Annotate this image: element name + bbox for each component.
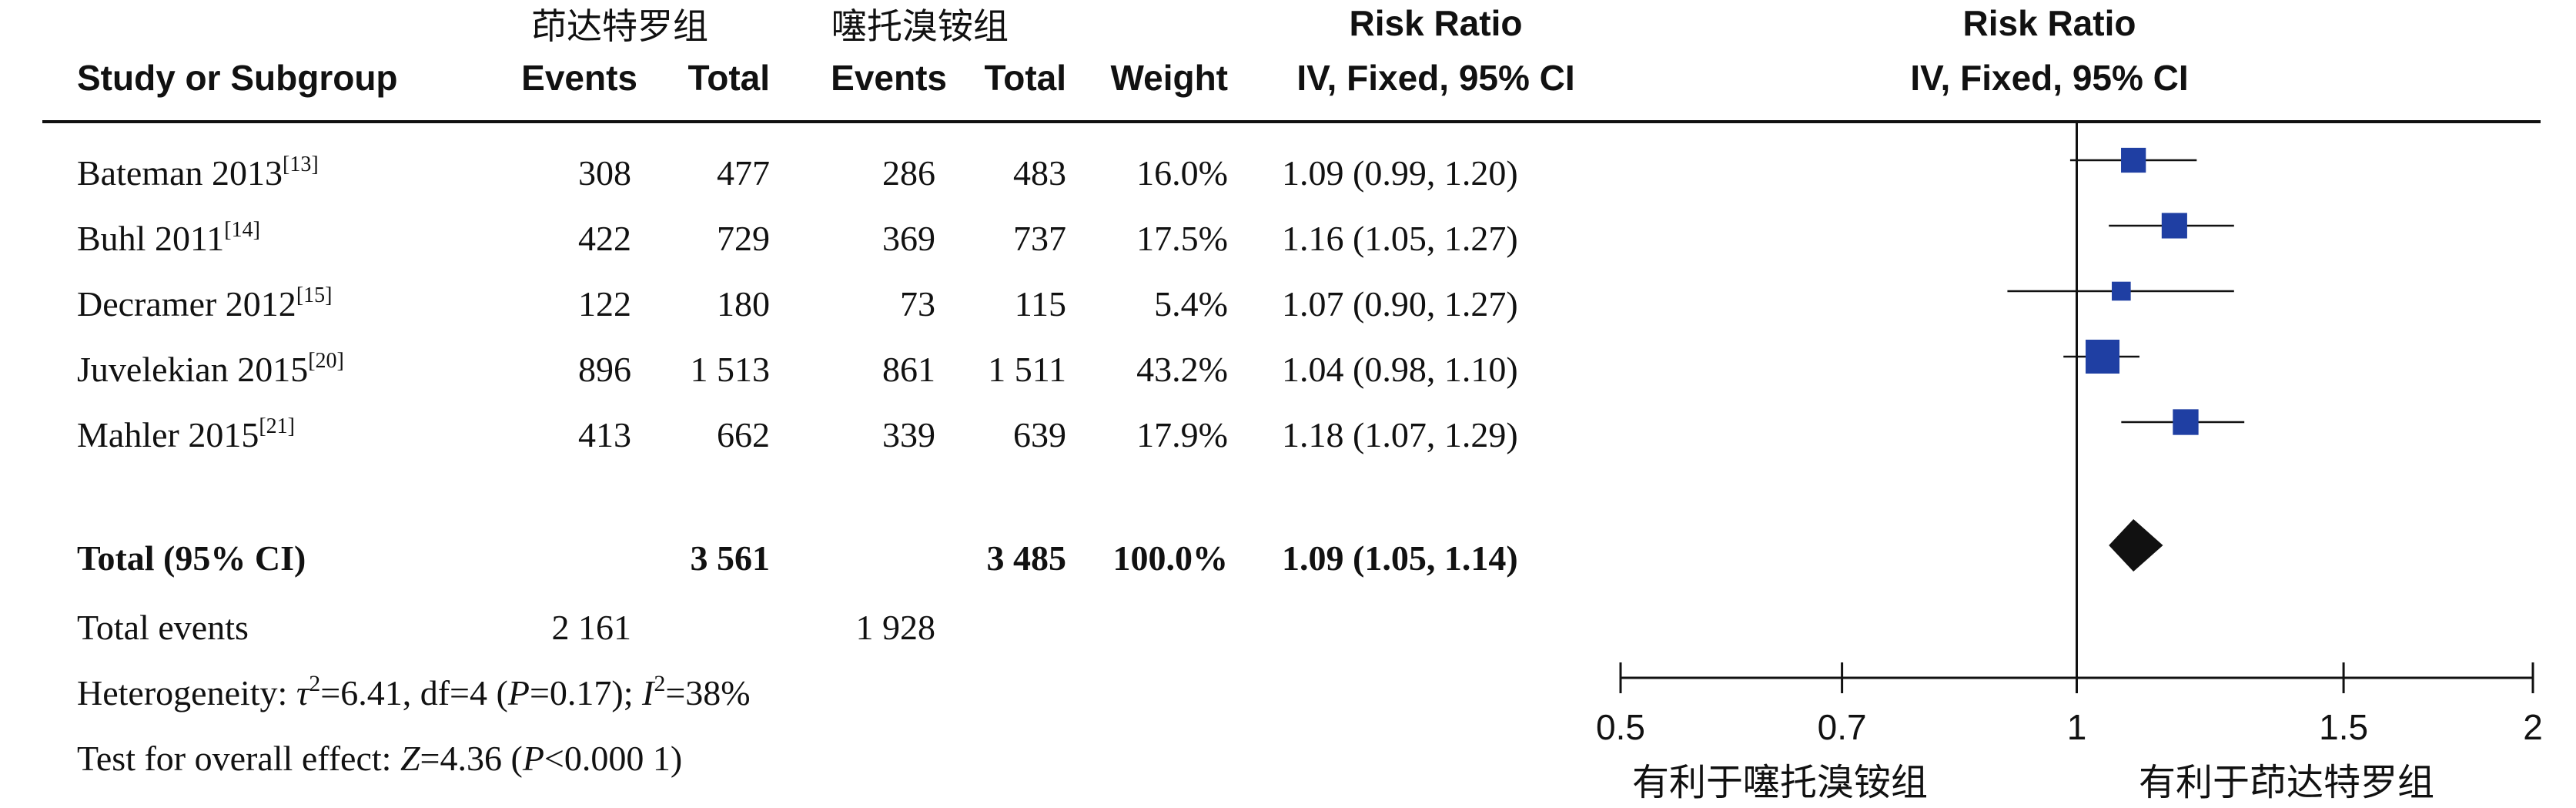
- favours-left-label: 有利于噻托溴铵组: [1632, 761, 1928, 804]
- total-a-value: 662: [717, 415, 770, 454]
- events-b-value: 369: [882, 219, 935, 258]
- events-b-value: 286: [882, 153, 935, 193]
- pooled-diamond: [2109, 519, 2163, 572]
- total-a-value: 3 561: [691, 538, 771, 578]
- ci-value: 1.04 (0.98, 1.10): [1282, 350, 1518, 389]
- rr-title-header: Risk Ratio: [1350, 3, 1523, 43]
- ci-value: 1.16 (1.05, 1.27): [1282, 219, 1518, 258]
- study-reference: [21]: [259, 414, 295, 438]
- x-tick-label: 0.5: [1596, 707, 1645, 747]
- study-reference: [13]: [283, 153, 319, 176]
- total-b-header: Total: [985, 58, 1066, 98]
- events-b-value: 73: [900, 284, 935, 324]
- rr-method-header: IV, Fixed, 95% CI: [1296, 58, 1574, 98]
- x-tick-label: 1.5: [2319, 707, 2368, 747]
- rr-plot-title-header: Risk Ratio: [1963, 3, 2136, 43]
- study-name: Decramer 2012[15]: [77, 283, 332, 324]
- events-a-value: 122: [578, 284, 631, 324]
- weight-value: 17.9%: [1136, 415, 1228, 454]
- total-a-value: 180: [717, 284, 770, 324]
- total-b-value: 3 485: [987, 538, 1067, 578]
- total-label: Total (95% CI): [77, 538, 306, 578]
- weight-header: Weight: [1111, 58, 1228, 98]
- study-row: Bateman 2013[13] 308 477 286 483 16.0% 1.09 (0…: [77, 153, 1518, 193]
- events-b-value: 339: [882, 415, 935, 454]
- events-a-header: Events: [521, 58, 637, 98]
- weight-value: 5.4%: [1154, 284, 1228, 324]
- events-a-value: 413: [578, 415, 631, 454]
- events-a-value: 422: [578, 219, 631, 258]
- total-events-row: Total events 2 161 1 928: [77, 608, 935, 647]
- effect-marker: [2121, 147, 2146, 173]
- ci-value: 1.09 (0.99, 1.20): [1282, 153, 1518, 193]
- events-a-value: 308: [578, 153, 631, 193]
- total-ci-value: 1.09 (1.05, 1.14): [1282, 538, 1518, 578]
- effect-marker: [2161, 213, 2187, 239]
- events-a-value: 896: [578, 350, 631, 389]
- events-b-header: Events: [831, 58, 947, 98]
- total-b-value: 115: [1015, 284, 1066, 324]
- total-weight-value: 100.0%: [1113, 538, 1229, 578]
- study-row: Buhl 2011[14] 422 729 369 737 17.5% 1.16 (1.05…: [77, 218, 1518, 258]
- study-reference: [20]: [308, 349, 344, 373]
- overall-effect-text: Test for overall effect: Z=4.36 (P<0.000…: [77, 739, 682, 778]
- effect-marker: [2173, 409, 2199, 435]
- study-name: Mahler 2015[21]: [77, 414, 295, 454]
- x-tick-label: 0.7: [1818, 707, 1867, 747]
- total-a-header: Total: [688, 58, 770, 98]
- total-a-value: 1 513: [691, 350, 771, 389]
- study-reference: [15]: [296, 283, 333, 307]
- effect-marker: [2112, 281, 2131, 301]
- study-name: Juvelekian 2015[20]: [77, 349, 344, 389]
- ci-value: 1.18 (1.07, 1.29): [1282, 415, 1518, 454]
- total-events-a-value: 2 161: [552, 608, 632, 647]
- events-b-value: 861: [882, 350, 935, 389]
- study-reference: [14]: [224, 218, 260, 242]
- weight-value: 43.2%: [1136, 350, 1228, 389]
- total-b-value: 483: [1013, 153, 1066, 193]
- total-events-b-value: 1 928: [856, 608, 936, 647]
- favours-right-label: 有利于茚达特罗组: [2139, 761, 2434, 804]
- total-b-value: 639: [1013, 415, 1066, 454]
- total-events-label: Total events: [77, 608, 249, 647]
- study-row: Decramer 2012[15] 122 180 73 115 5.4% 1.07 (0.…: [77, 283, 1518, 324]
- x-tick-label: 1: [2067, 707, 2087, 747]
- weight-value: 17.5%: [1136, 219, 1228, 258]
- effect-marker: [2086, 340, 2120, 374]
- study-rows: Bateman 2013[13] 308 477 286 483 16.0% 1.09 (0…: [77, 153, 1518, 454]
- study-name: Buhl 2011[14]: [77, 218, 260, 258]
- group-a-header: 茚达特罗组: [531, 5, 708, 47]
- total-a-value: 729: [717, 219, 770, 258]
- total-b-value: 737: [1013, 219, 1066, 258]
- total-row: Total (95% CI) 3 561 3 485 100.0% 1.09 (…: [77, 538, 1518, 578]
- heterogeneity-text: Heterogeneity: τ2=6.41, df=4 (P=0.17); I…: [77, 671, 751, 712]
- study-name: Bateman 2013[13]: [77, 153, 319, 193]
- group-b-header: 噻托溴铵组: [831, 5, 1009, 47]
- total-a-value: 477: [717, 153, 770, 193]
- x-tick-label: 2: [2523, 707, 2543, 747]
- weight-value: 16.0%: [1136, 153, 1228, 193]
- study-column-header: Study or Subgroup: [77, 58, 398, 98]
- total-b-value: 1 511: [988, 350, 1066, 389]
- study-row: Juvelekian 2015[20] 896 1 513 861 1 511 43.2%…: [77, 349, 1518, 389]
- forest-plot-area: 0.5 0.7 1 1.5 2: [1596, 123, 2543, 747]
- rr-plot-method-header: IV, Fixed, 95% CI: [1910, 58, 2188, 98]
- study-row: Mahler 2015[21] 413 662 339 639 17.9% 1.18 (1.…: [77, 414, 1518, 454]
- ci-value: 1.07 (0.90, 1.27): [1282, 284, 1518, 324]
